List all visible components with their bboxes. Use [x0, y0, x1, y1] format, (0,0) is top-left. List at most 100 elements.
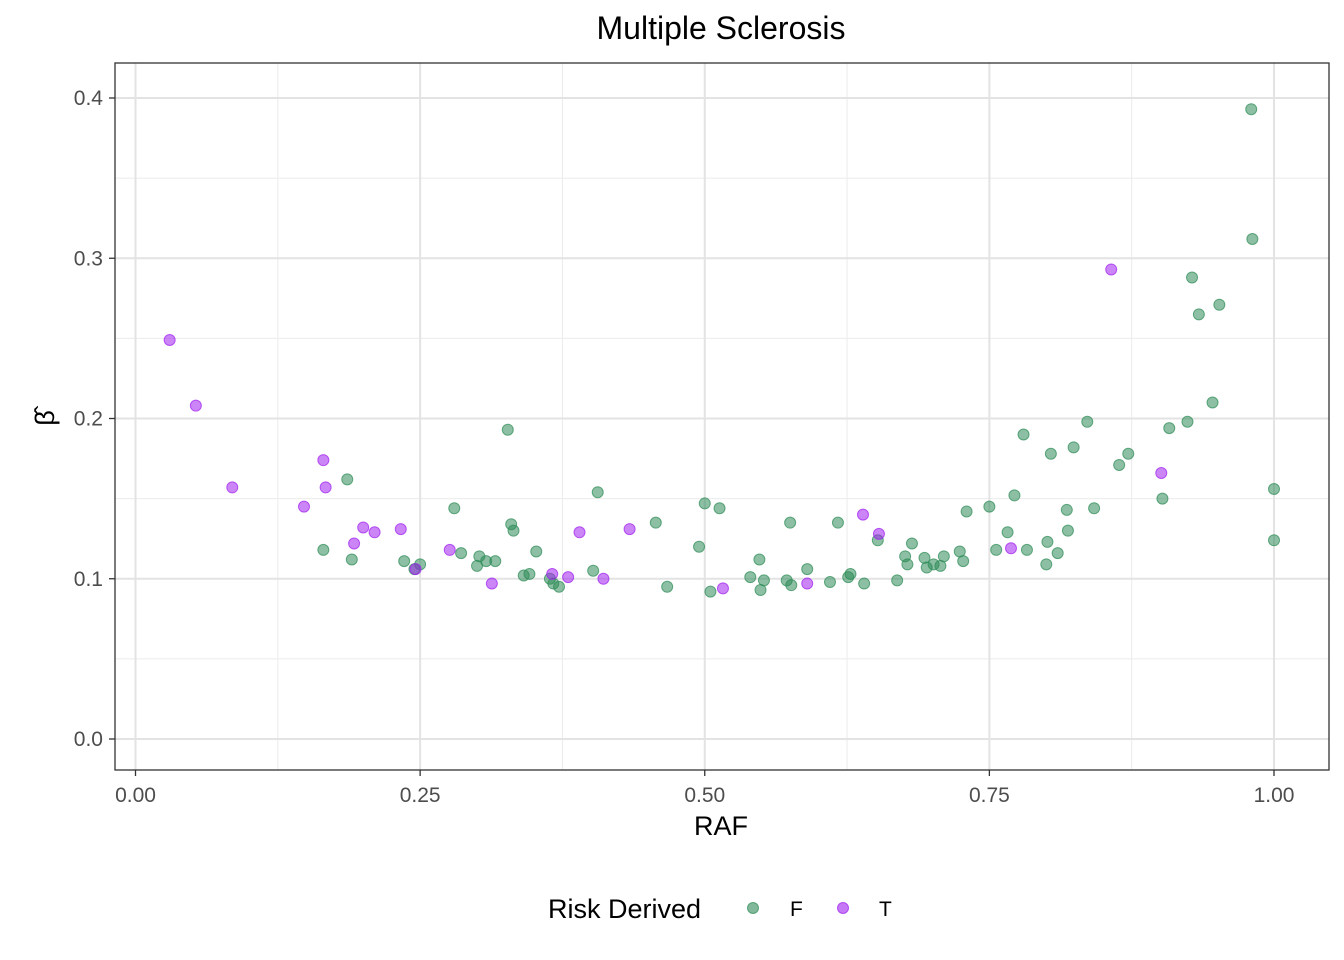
data-point-f	[1206, 396, 1219, 409]
x-tick-label: 0.75	[969, 784, 1010, 807]
y-tick-label: 0.3	[74, 247, 103, 270]
data-point-f	[455, 547, 468, 560]
data-point-f	[960, 505, 973, 518]
data-point-t	[872, 527, 885, 540]
data-point-f	[317, 543, 330, 556]
data-point-t	[485, 577, 498, 590]
data-point-f	[489, 555, 502, 568]
chart-title: Multiple Sclerosis	[597, 10, 846, 46]
data-point-f	[1156, 492, 1169, 505]
data-point-f	[1001, 526, 1014, 539]
data-point-f	[1044, 447, 1057, 460]
series-t-points	[163, 263, 1168, 595]
y-axis-title: β̂	[30, 405, 60, 426]
data-point-f	[704, 585, 717, 598]
y-tick-label: 0.2	[74, 408, 103, 431]
data-point-f	[1181, 415, 1194, 428]
data-point-t	[368, 526, 381, 539]
data-point-t	[409, 563, 422, 576]
data-point-f	[990, 543, 1003, 556]
data-point-f	[1163, 422, 1176, 435]
series-f-points	[317, 103, 1280, 598]
y-tick-label: 0.4	[74, 87, 104, 110]
data-point-f	[698, 497, 711, 510]
legend-label-f: F	[790, 898, 803, 921]
data-point-f	[1246, 233, 1259, 246]
data-point-f	[844, 567, 857, 580]
data-point-f	[1186, 271, 1199, 284]
data-point-f	[831, 516, 844, 529]
data-point-t	[394, 523, 407, 536]
data-point-f	[1051, 547, 1064, 560]
data-point-f	[937, 550, 950, 563]
data-point-f	[345, 553, 358, 566]
data-point-f	[1122, 447, 1135, 460]
data-point-f	[901, 558, 914, 571]
data-point-t	[443, 543, 456, 556]
data-point-f	[1268, 534, 1280, 547]
data-point-t	[1155, 466, 1168, 479]
data-point-f	[801, 563, 814, 576]
legend-title: Risk Derived	[548, 894, 701, 924]
data-point-f	[501, 423, 514, 436]
y-tick-label: 0.1	[74, 568, 103, 591]
legend: Risk Derived F T	[548, 894, 892, 924]
data-point-f	[1061, 524, 1074, 537]
data-point-t	[348, 537, 361, 550]
legend-label-t: T	[879, 898, 892, 921]
data-point-f	[957, 555, 970, 568]
data-point-f	[587, 564, 600, 577]
data-point-f	[523, 567, 536, 580]
data-point-f	[744, 571, 757, 584]
data-point-f	[858, 577, 871, 590]
data-point-f	[341, 473, 354, 486]
x-axis-title: RAF	[694, 811, 748, 841]
legend-key-f	[747, 902, 759, 914]
data-point-f	[1268, 483, 1280, 496]
data-point-f	[507, 524, 520, 537]
plot-panel-border	[114, 62, 1330, 771]
data-point-f	[891, 574, 904, 587]
data-point-t	[562, 571, 575, 584]
data-point-f	[530, 545, 543, 558]
data-point-f	[1060, 503, 1073, 516]
data-point-f	[784, 516, 797, 529]
data-point-f	[1213, 298, 1226, 311]
data-point-f	[1041, 535, 1054, 548]
data-point-t	[801, 577, 814, 590]
data-point-f	[1008, 489, 1021, 502]
data-point-t	[189, 399, 202, 412]
data-point-f	[1192, 308, 1205, 321]
y-tick-label: 0.0	[74, 728, 103, 751]
data-point-f	[1017, 428, 1030, 441]
data-point-f	[1067, 441, 1080, 454]
data-point-f	[649, 516, 662, 529]
data-point-f	[1081, 415, 1094, 428]
data-point-t	[317, 454, 330, 467]
data-point-f	[1113, 458, 1126, 471]
data-point-t	[1105, 263, 1118, 276]
minor-gridlines	[115, 63, 1329, 770]
data-point-f	[983, 500, 996, 513]
data-point-f	[1245, 103, 1258, 116]
data-point-f	[1088, 502, 1101, 515]
data-point-f	[448, 502, 461, 515]
data-point-f	[1020, 543, 1033, 556]
data-point-t	[716, 582, 729, 595]
data-point-t	[623, 523, 636, 536]
data-point-t	[319, 481, 332, 494]
data-point-f	[1040, 558, 1053, 571]
data-point-f	[757, 574, 770, 587]
data-point-t	[163, 333, 176, 346]
data-point-f	[785, 579, 798, 592]
x-tick-label: 1.00	[1254, 784, 1295, 807]
data-point-t	[857, 508, 870, 521]
data-point-f	[398, 555, 411, 568]
x-axis-ticks: 0.00 0.25 0.50 0.75 1.00	[115, 770, 1294, 807]
data-point-t	[357, 521, 370, 534]
data-point-f	[693, 540, 706, 553]
data-point-f	[823, 575, 836, 588]
legend-key-t	[837, 902, 849, 914]
data-point-f	[905, 537, 918, 550]
